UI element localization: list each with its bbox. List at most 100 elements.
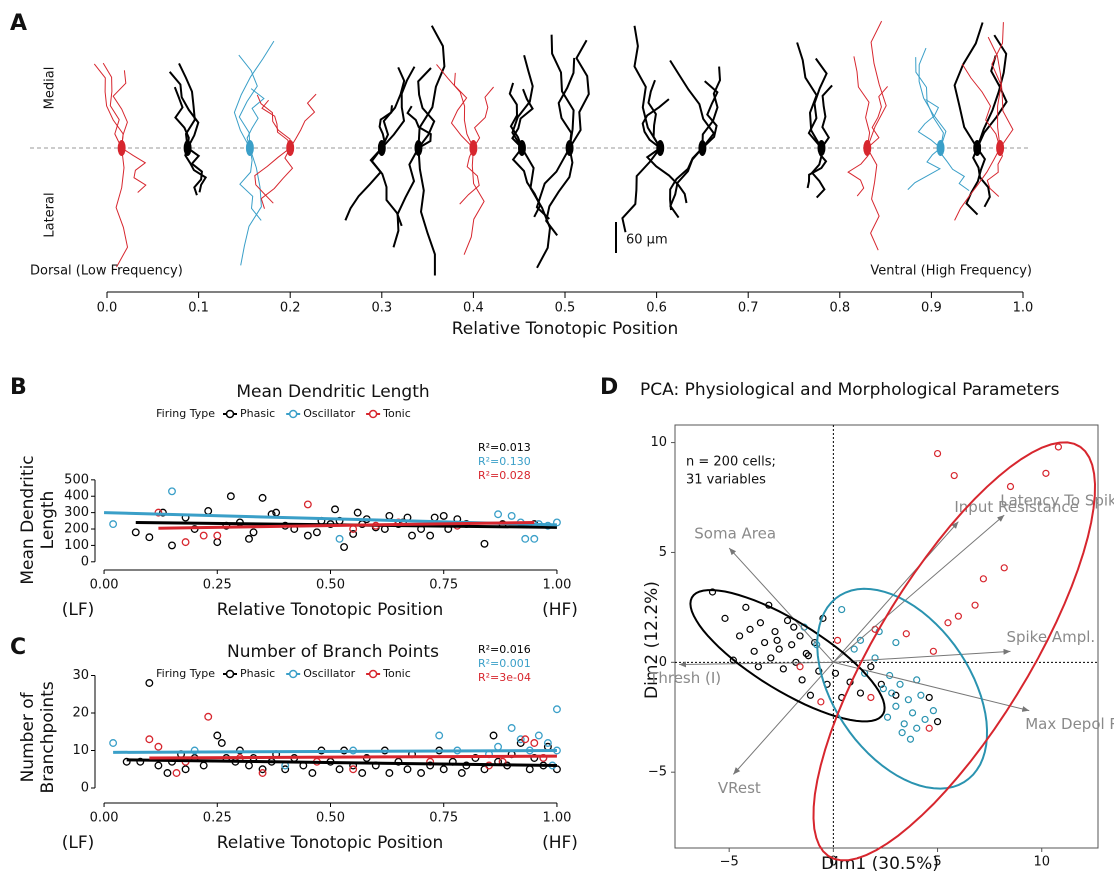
- y-tick-label: 500: [64, 472, 89, 487]
- legend-label: Tonic: [382, 667, 411, 680]
- point: [258, 493, 267, 502]
- soma: [286, 140, 295, 156]
- point: [204, 507, 213, 515]
- point: [892, 691, 900, 699]
- point: [921, 715, 929, 724]
- soma: [414, 140, 423, 156]
- point: [900, 720, 908, 728]
- point: [802, 649, 810, 658]
- soma: [469, 140, 478, 156]
- dendrite: [954, 147, 1001, 221]
- point: [856, 636, 865, 644]
- point: [721, 614, 729, 622]
- point: [925, 724, 933, 732]
- vector-label: Latency To Spike: [1000, 492, 1114, 510]
- neuron: [907, 47, 970, 192]
- point: [154, 761, 163, 770]
- point: [480, 765, 489, 774]
- point: [798, 676, 806, 684]
- dendrite: [472, 86, 494, 149]
- neuron: [621, 25, 688, 233]
- dendrite: [93, 63, 124, 149]
- point: [213, 538, 222, 547]
- point: [917, 691, 925, 699]
- dendrite: [915, 57, 944, 149]
- point: [838, 605, 846, 614]
- dendrite: [450, 72, 474, 149]
- point: [172, 769, 181, 777]
- confidence-ellipse: [812, 441, 1097, 862]
- point: [773, 636, 781, 644]
- y-axis-title: Dim2 (12.2%): [642, 581, 662, 699]
- x-tick-label: 0.5: [555, 301, 576, 316]
- dendrite: [178, 62, 196, 149]
- dendrite: [112, 70, 128, 149]
- dendrite: [115, 147, 129, 268]
- point: [154, 742, 163, 751]
- legend-marker: [368, 409, 378, 419]
- point: [145, 533, 154, 542]
- point: [530, 739, 539, 747]
- legend-title: Firing Type: [156, 407, 215, 420]
- r2-label: R²=0.001: [478, 657, 531, 670]
- point: [906, 735, 915, 743]
- point: [896, 680, 904, 688]
- point: [879, 685, 887, 693]
- panel-label: D: [600, 375, 618, 400]
- x-tick-label: 10: [1033, 855, 1050, 870]
- r2-label: R²=0.016: [478, 643, 531, 656]
- dendrite: [254, 147, 291, 204]
- point: [213, 731, 222, 740]
- point: [245, 761, 253, 770]
- point: [775, 645, 783, 653]
- point: [435, 731, 444, 740]
- point: [708, 588, 717, 596]
- dendrite: [184, 147, 208, 193]
- x-tick-label: 0.00: [90, 811, 119, 826]
- dendrite: [550, 34, 575, 149]
- point: [181, 765, 190, 774]
- neuron: [168, 62, 208, 196]
- point: [530, 754, 539, 762]
- point: [892, 638, 900, 647]
- point: [204, 712, 213, 721]
- dendrite: [168, 71, 200, 149]
- point: [217, 739, 226, 747]
- legend-item: Oscillator: [286, 407, 356, 420]
- dendrite: [965, 147, 987, 216]
- neuron: [93, 62, 147, 268]
- point: [507, 724, 516, 732]
- dendrite: [645, 147, 688, 204]
- point: [754, 663, 762, 671]
- point: [516, 735, 525, 744]
- variable-vector: [833, 514, 1005, 663]
- variable-vector: [832, 521, 959, 663]
- point: [349, 529, 358, 538]
- neuron: [954, 22, 1014, 221]
- point: [950, 471, 958, 480]
- dendrite: [972, 147, 991, 208]
- x-tick-label: 0.75: [429, 578, 458, 593]
- point: [340, 543, 349, 551]
- point: [163, 769, 172, 777]
- fit-line: [113, 749, 557, 754]
- x-tick-label: 1.0: [1013, 301, 1034, 316]
- dendrite: [392, 147, 420, 248]
- point: [312, 528, 321, 537]
- point: [258, 765, 267, 774]
- point: [145, 679, 154, 687]
- point: [168, 541, 176, 550]
- confidence-ellipse: [689, 589, 886, 723]
- point: [729, 656, 737, 664]
- point: [929, 647, 937, 655]
- neuron: [953, 22, 1008, 216]
- point: [417, 769, 426, 777]
- end-label: Ventral (High Frequency): [870, 264, 1032, 279]
- dendrite: [669, 59, 716, 149]
- point: [457, 769, 466, 777]
- y-axis-title: Number of: [18, 691, 38, 782]
- soma: [245, 140, 254, 156]
- point: [145, 735, 154, 744]
- dendrite: [669, 147, 704, 219]
